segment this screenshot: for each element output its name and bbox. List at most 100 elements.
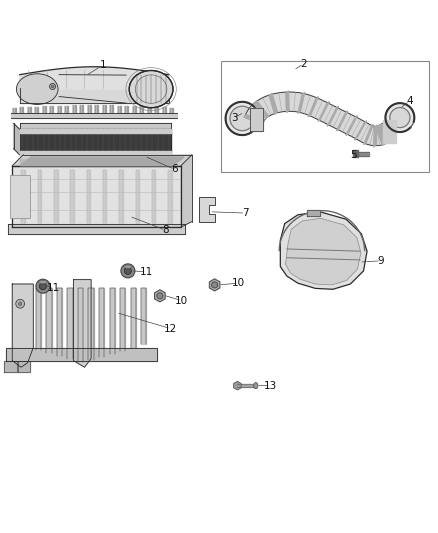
Polygon shape (140, 107, 143, 113)
Polygon shape (12, 284, 33, 367)
Polygon shape (6, 348, 157, 361)
Circle shape (157, 293, 163, 299)
Polygon shape (73, 106, 76, 113)
Text: 10: 10 (175, 296, 188, 305)
Ellipse shape (39, 280, 47, 284)
Polygon shape (95, 106, 99, 113)
Polygon shape (58, 106, 61, 113)
Polygon shape (43, 107, 46, 113)
Circle shape (390, 108, 410, 128)
Polygon shape (20, 130, 171, 133)
Polygon shape (298, 92, 305, 114)
Text: 6: 6 (171, 164, 178, 174)
Polygon shape (103, 170, 106, 223)
Circle shape (212, 282, 218, 288)
Ellipse shape (129, 70, 173, 108)
Circle shape (16, 300, 25, 308)
Polygon shape (131, 288, 136, 348)
Polygon shape (307, 211, 320, 216)
Text: 7: 7 (242, 208, 249, 218)
Polygon shape (286, 91, 289, 112)
Polygon shape (148, 107, 151, 113)
Circle shape (49, 84, 56, 90)
Polygon shape (237, 384, 256, 387)
Ellipse shape (254, 383, 258, 389)
Polygon shape (4, 361, 17, 372)
Polygon shape (74, 280, 91, 367)
Polygon shape (13, 108, 16, 113)
Polygon shape (353, 150, 358, 157)
Circle shape (51, 85, 54, 88)
Polygon shape (250, 108, 263, 131)
Polygon shape (181, 155, 192, 227)
Polygon shape (125, 106, 128, 113)
Polygon shape (110, 288, 115, 354)
Polygon shape (87, 170, 90, 223)
Polygon shape (12, 166, 181, 227)
Polygon shape (199, 197, 215, 222)
Polygon shape (35, 107, 38, 113)
Polygon shape (20, 159, 173, 165)
Polygon shape (12, 155, 192, 166)
Polygon shape (280, 212, 367, 289)
Polygon shape (50, 106, 53, 113)
Polygon shape (18, 361, 30, 372)
Polygon shape (136, 170, 139, 223)
Polygon shape (364, 124, 374, 145)
Polygon shape (57, 288, 62, 356)
Polygon shape (155, 290, 165, 302)
Polygon shape (65, 106, 68, 113)
Polygon shape (8, 224, 185, 233)
Polygon shape (374, 125, 377, 147)
Polygon shape (254, 101, 268, 119)
Polygon shape (118, 106, 121, 113)
Circle shape (39, 282, 46, 290)
Polygon shape (346, 116, 357, 135)
Polygon shape (209, 279, 220, 291)
Polygon shape (245, 92, 392, 146)
Bar (10, 174, 30, 219)
Polygon shape (20, 130, 171, 155)
Polygon shape (110, 106, 113, 113)
Ellipse shape (124, 265, 132, 269)
Polygon shape (36, 288, 41, 350)
Polygon shape (244, 115, 265, 124)
Polygon shape (354, 121, 367, 140)
Text: 5: 5 (350, 150, 357, 160)
Bar (221, 61, 429, 172)
Polygon shape (383, 120, 396, 143)
Polygon shape (20, 157, 184, 166)
Text: 9: 9 (378, 256, 385, 266)
Polygon shape (233, 381, 241, 390)
Polygon shape (80, 106, 83, 113)
Circle shape (18, 302, 22, 305)
Polygon shape (269, 93, 277, 115)
Polygon shape (88, 106, 91, 113)
Text: 11: 11 (47, 282, 60, 293)
Text: 2: 2 (300, 59, 307, 69)
Polygon shape (20, 151, 171, 155)
Polygon shape (318, 102, 329, 122)
Polygon shape (168, 170, 172, 223)
Polygon shape (54, 170, 57, 223)
Polygon shape (327, 107, 339, 126)
Polygon shape (20, 90, 169, 103)
Text: 12: 12 (164, 324, 177, 334)
Text: 10: 10 (232, 278, 245, 288)
Ellipse shape (16, 74, 58, 104)
Circle shape (226, 102, 259, 135)
Polygon shape (163, 107, 166, 113)
Polygon shape (357, 152, 369, 156)
Text: 13: 13 (264, 381, 277, 391)
Polygon shape (337, 111, 348, 131)
Polygon shape (88, 288, 94, 360)
Polygon shape (11, 113, 177, 118)
Text: 4: 4 (406, 96, 413, 106)
Polygon shape (46, 288, 52, 353)
Polygon shape (152, 170, 155, 223)
Circle shape (230, 106, 254, 131)
Polygon shape (103, 106, 106, 113)
Polygon shape (38, 170, 41, 223)
Circle shape (36, 279, 50, 293)
Polygon shape (20, 107, 23, 113)
